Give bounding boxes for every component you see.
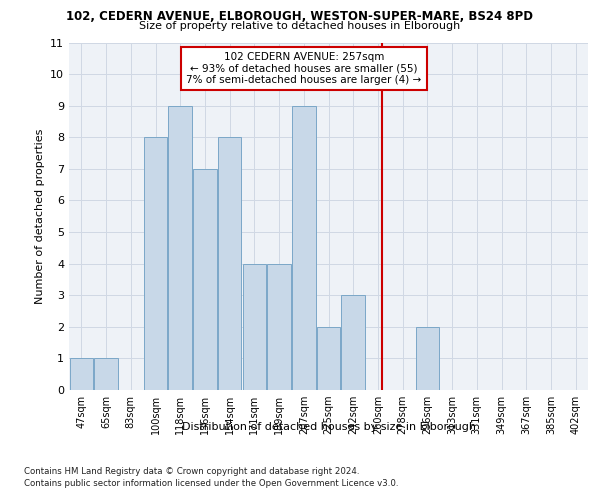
Bar: [70, 358, 93, 390]
Y-axis label: Number of detached properties: Number of detached properties: [35, 128, 44, 304]
Text: Contains HM Land Registry data © Crown copyright and database right 2024.: Contains HM Land Registry data © Crown c…: [24, 468, 359, 476]
Text: Distribution of detached houses by size in Elborough: Distribution of detached houses by size …: [182, 422, 476, 432]
Text: Contains public sector information licensed under the Open Government Licence v3: Contains public sector information licen…: [24, 479, 398, 488]
Bar: [341, 295, 365, 390]
Text: 102 CEDERN AVENUE: 257sqm
← 93% of detached houses are smaller (55)
7% of semi-d: 102 CEDERN AVENUE: 257sqm ← 93% of detac…: [186, 52, 421, 85]
Bar: [193, 169, 217, 390]
Bar: [144, 138, 167, 390]
Bar: [94, 358, 118, 390]
Bar: [292, 106, 316, 390]
Text: 102, CEDERN AVENUE, ELBOROUGH, WESTON-SUPER-MARE, BS24 8PD: 102, CEDERN AVENUE, ELBOROUGH, WESTON-SU…: [67, 10, 533, 23]
Bar: [416, 327, 439, 390]
Bar: [218, 138, 241, 390]
Bar: [268, 264, 291, 390]
Text: Size of property relative to detached houses in Elborough: Size of property relative to detached ho…: [139, 21, 461, 31]
Bar: [242, 264, 266, 390]
Bar: [317, 327, 340, 390]
Bar: [169, 106, 192, 390]
